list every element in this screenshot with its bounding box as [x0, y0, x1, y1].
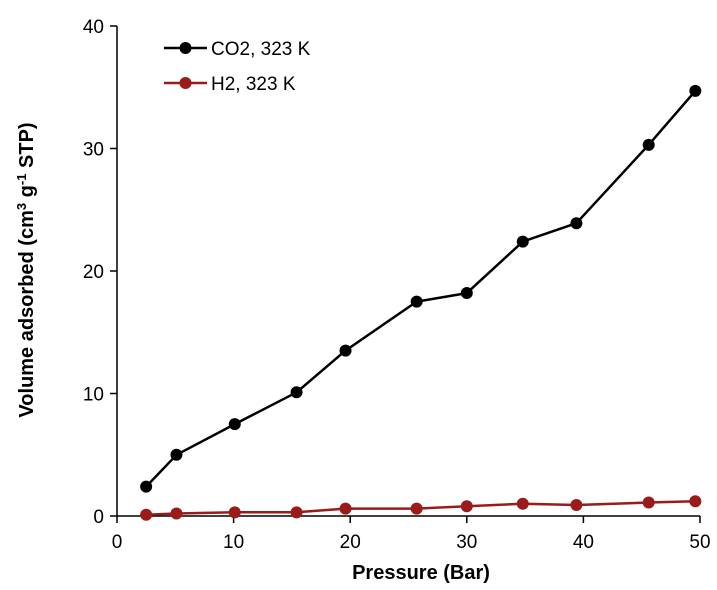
series-0-point: [339, 344, 352, 357]
x-axis-title: Pressure (Bar): [352, 562, 490, 584]
series-1-point: [290, 506, 303, 519]
x-tick-label: 20: [340, 532, 361, 553]
y-tick-label: 20: [83, 262, 104, 283]
x-tick-label: 50: [689, 532, 710, 553]
legend-swatch-marker: [179, 42, 192, 54]
series-1-point: [410, 502, 423, 515]
x-tick-label: 10: [223, 532, 244, 553]
x-tick-label: 40: [573, 532, 594, 553]
legend-label: H2, 323 K: [211, 74, 296, 95]
series-0-point: [290, 386, 303, 399]
legend-item-0: CO2, 323 K: [164, 39, 311, 60]
y-tick-label: 40: [83, 17, 104, 38]
series-0-point: [410, 295, 423, 308]
series-0-point: [140, 480, 153, 493]
series-1: [140, 495, 702, 521]
series-0: [140, 84, 702, 493]
y-axis-title-part3: STP): [16, 122, 38, 173]
series-1-point: [339, 502, 352, 515]
axes: [116, 26, 700, 517]
series-0-point: [170, 448, 183, 461]
y-axis-title-sup1: 3: [14, 203, 29, 210]
series-1-point: [689, 495, 702, 508]
x-tick-label: 30: [456, 532, 477, 553]
y-tick-label: 30: [83, 140, 104, 161]
series-0-point: [570, 217, 583, 230]
series-1-point: [228, 506, 241, 519]
series-1-point: [170, 507, 183, 520]
series-1-point: [140, 508, 153, 521]
series-1-point: [570, 498, 583, 511]
series-0-point: [642, 138, 655, 151]
legend-item-1: H2, 323 K: [164, 74, 296, 95]
y-axis-title: Volume adsorbed (cm3 g-1 STP): [14, 122, 39, 417]
series-1-point: [516, 497, 529, 510]
legend-swatch-marker: [179, 77, 192, 89]
series-0-point: [228, 418, 241, 431]
series-1-point: [460, 500, 473, 513]
y-tick-label: 10: [83, 385, 104, 406]
y-axis-title-part1: Volume adsorbed (cm: [16, 210, 38, 417]
x-tick-label: 0: [112, 532, 123, 553]
y-tick-label: 0: [93, 507, 104, 528]
series-1-point: [642, 496, 655, 509]
series-0-point: [460, 287, 473, 300]
ticks: 0 10 20 30 40 50 0 10 20 30 40: [83, 17, 711, 553]
y-axis-title-part2: g: [16, 185, 38, 203]
y-axis-title-sup2: -1: [14, 174, 29, 186]
legend-label: CO2, 323 K: [211, 39, 311, 60]
series-0-line: [145, 90, 697, 488]
legend: CO2, 323 K H2, 323 K: [164, 39, 311, 95]
series-layer: [140, 84, 702, 521]
series-0-point: [689, 84, 702, 97]
series-0-point: [516, 235, 529, 248]
